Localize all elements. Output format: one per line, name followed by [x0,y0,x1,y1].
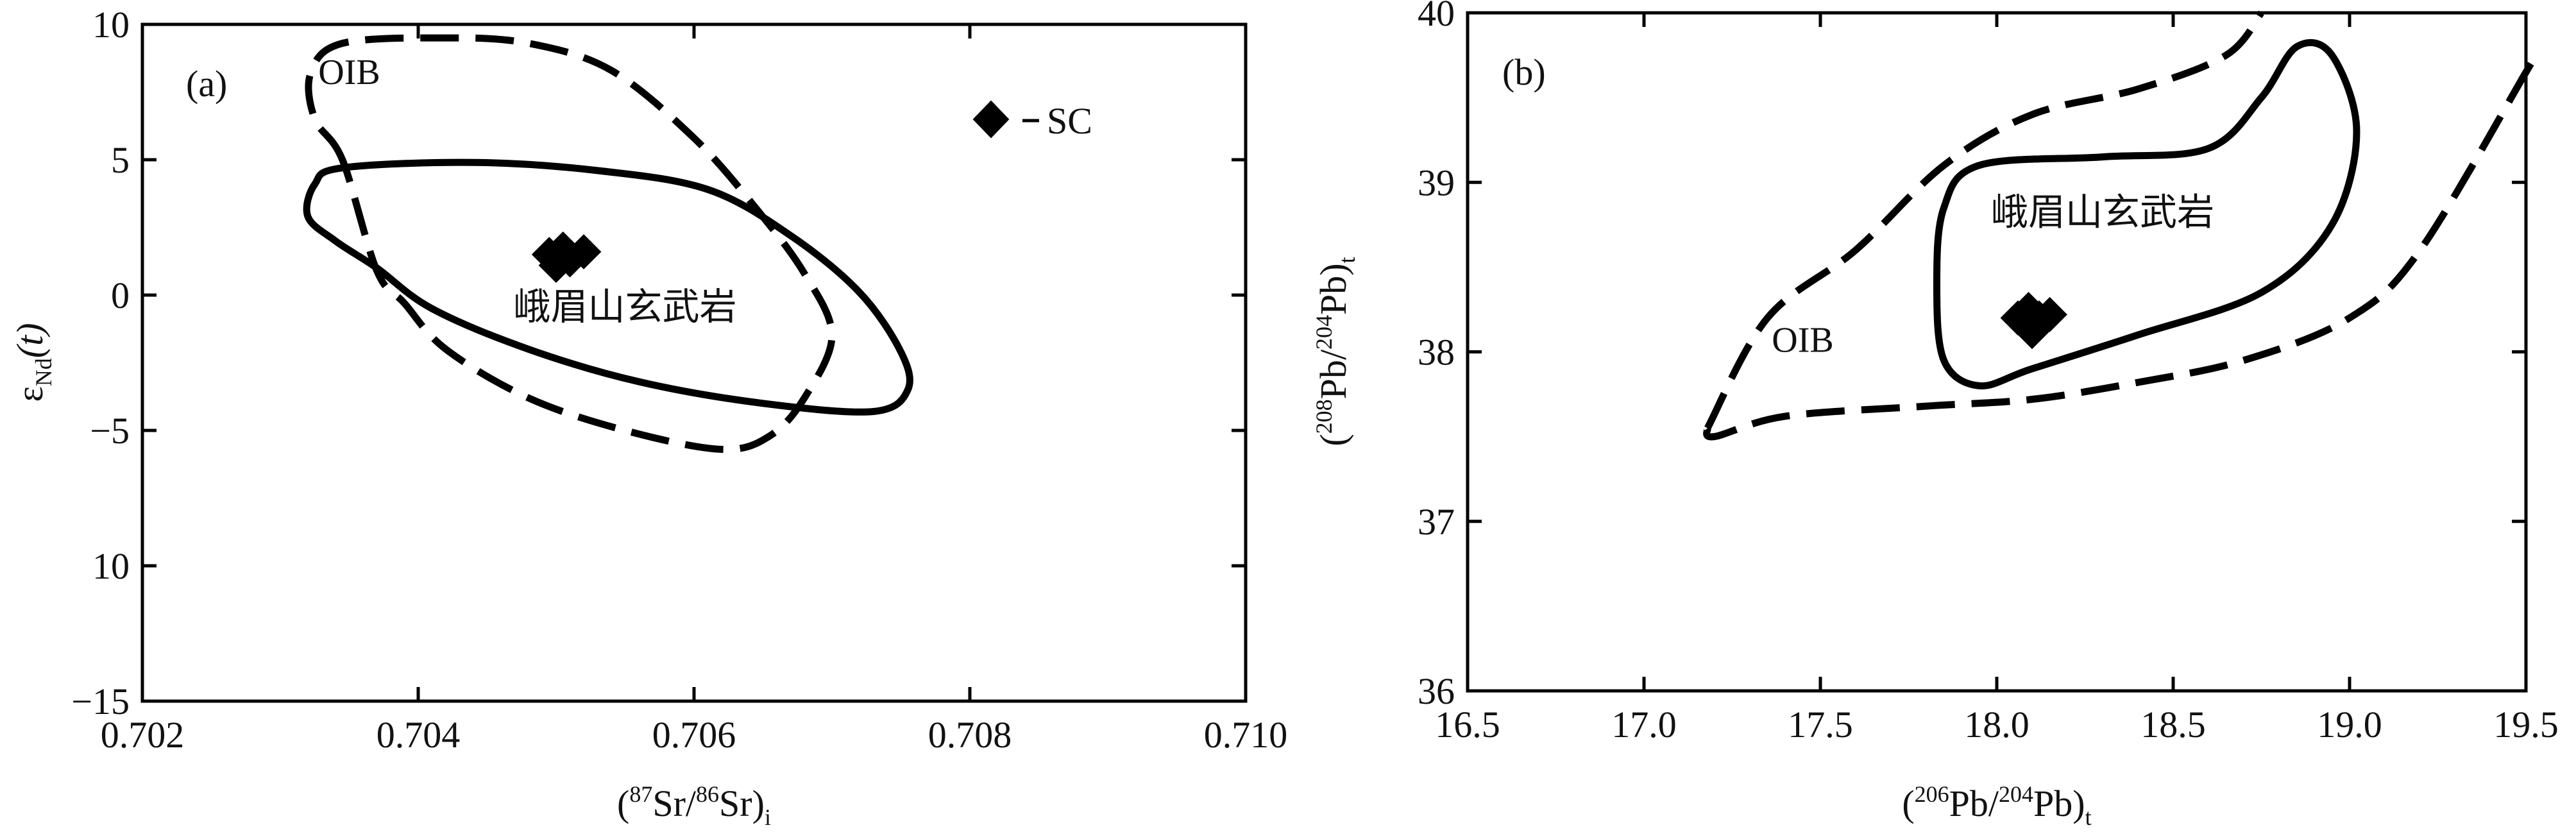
x-tick-label: 17.0 [1611,704,1677,745]
oib-field-lower-boundary [1703,55,2538,441]
y-tick-label: 37 [1418,501,1455,543]
sc-sample-point [538,248,574,283]
oib-field-boundary [305,34,836,454]
y-tick-label: −15 [71,681,130,722]
x-tick-label: 19.5 [2493,704,2559,745]
x-tick-label: 19.0 [2317,704,2382,745]
panel-a-legend: SC [972,100,1092,142]
oib-field-upper-boundary [1704,10,2264,430]
panel-a-y-ticks: −15 10 −5 0 5 10 [71,4,1246,722]
panel-b-label: (b) [1502,51,1546,93]
panel-b-fields [1703,10,2538,441]
x-tick-label: 0.704 [377,714,461,756]
x-tick-label: 0.708 [928,714,1012,756]
panel-a: 0.702 0.704 0.706 0.708 0.710 −15 10 −5 0 5 10 OI… [9,4,1287,830]
x-tick-label: 0.702 [101,714,185,756]
panel-b-plot-frame [1466,11,2528,693]
oib-label: OIB [1772,321,1833,361]
x-tick-label: 0.710 [1204,714,1288,756]
y-tick-label: 38 [1418,332,1455,373]
panel-b-annotations: OIB 峨眉山玄武岩 [1772,190,2214,360]
x-tick-label: 16.5 [1435,704,1500,745]
panel-a-y-axis-title: εNd(t) [9,323,56,402]
sc-sample-point [2032,296,2067,332]
panel-b-samples [2000,292,2067,350]
y-tick-label: −5 [90,410,130,452]
y-tick-label: 10 [92,4,130,46]
panel-b: 16.5 17.0 17.5 18.0 18.5 19.0 19.5 3637383940 … [1311,0,2559,830]
panel-b-x-ticks: 16.5 17.0 17.5 18.0 18.5 19.0 19.5 [1435,13,2559,745]
emeishan-basalt-field-boundary [1933,38,2360,390]
panel-b-y-ticks: 36 37 38 39 40 [1418,0,2526,712]
panel-a-x-axis-title: (87Sr/86Sr)i [617,781,771,830]
panel-a-label: (a) [186,63,227,105]
y-tick-label: 10 [92,545,130,587]
y-tick-label: 40 [1418,0,1455,34]
panel-a-annotations: OIB 峨眉山玄武岩 [318,53,736,328]
y-tick-label: 5 [111,139,130,181]
panel-b-y-axis-title: (208Pb/204Pb)t [1311,257,1360,446]
legend-sc-marker [972,100,1010,139]
x-tick-label: 18.5 [2140,704,2206,745]
panel-a-x-ticks: 0.702 0.704 0.706 0.708 0.710 [101,24,1288,756]
x-tick-label: 0.706 [652,714,736,756]
panel-b-x-axis-title: (206Pb/204Pb)t [1902,781,2091,830]
emeishan-basalt-label: 峨眉山玄武岩 [513,285,736,328]
emeishan-basalt-label: 峨眉山玄武岩 [1991,190,2214,233]
y-tick-label: 39 [1418,162,1455,203]
panel-a-fields [303,34,913,454]
emeishan-basalt-field-boundary [303,158,913,416]
y-tick-label: 0 [111,275,130,316]
sc-sample-point [566,234,602,269]
legend-sc-label: SC [1047,100,1092,142]
y-tick-label: 36 [1418,670,1455,712]
x-tick-label: 17.5 [1788,704,1853,745]
x-tick-label: 18.0 [1964,704,2029,745]
panel-a-samples [531,231,602,283]
oib-label: OIB [318,53,380,92]
sc-sample-point [2014,314,2050,350]
